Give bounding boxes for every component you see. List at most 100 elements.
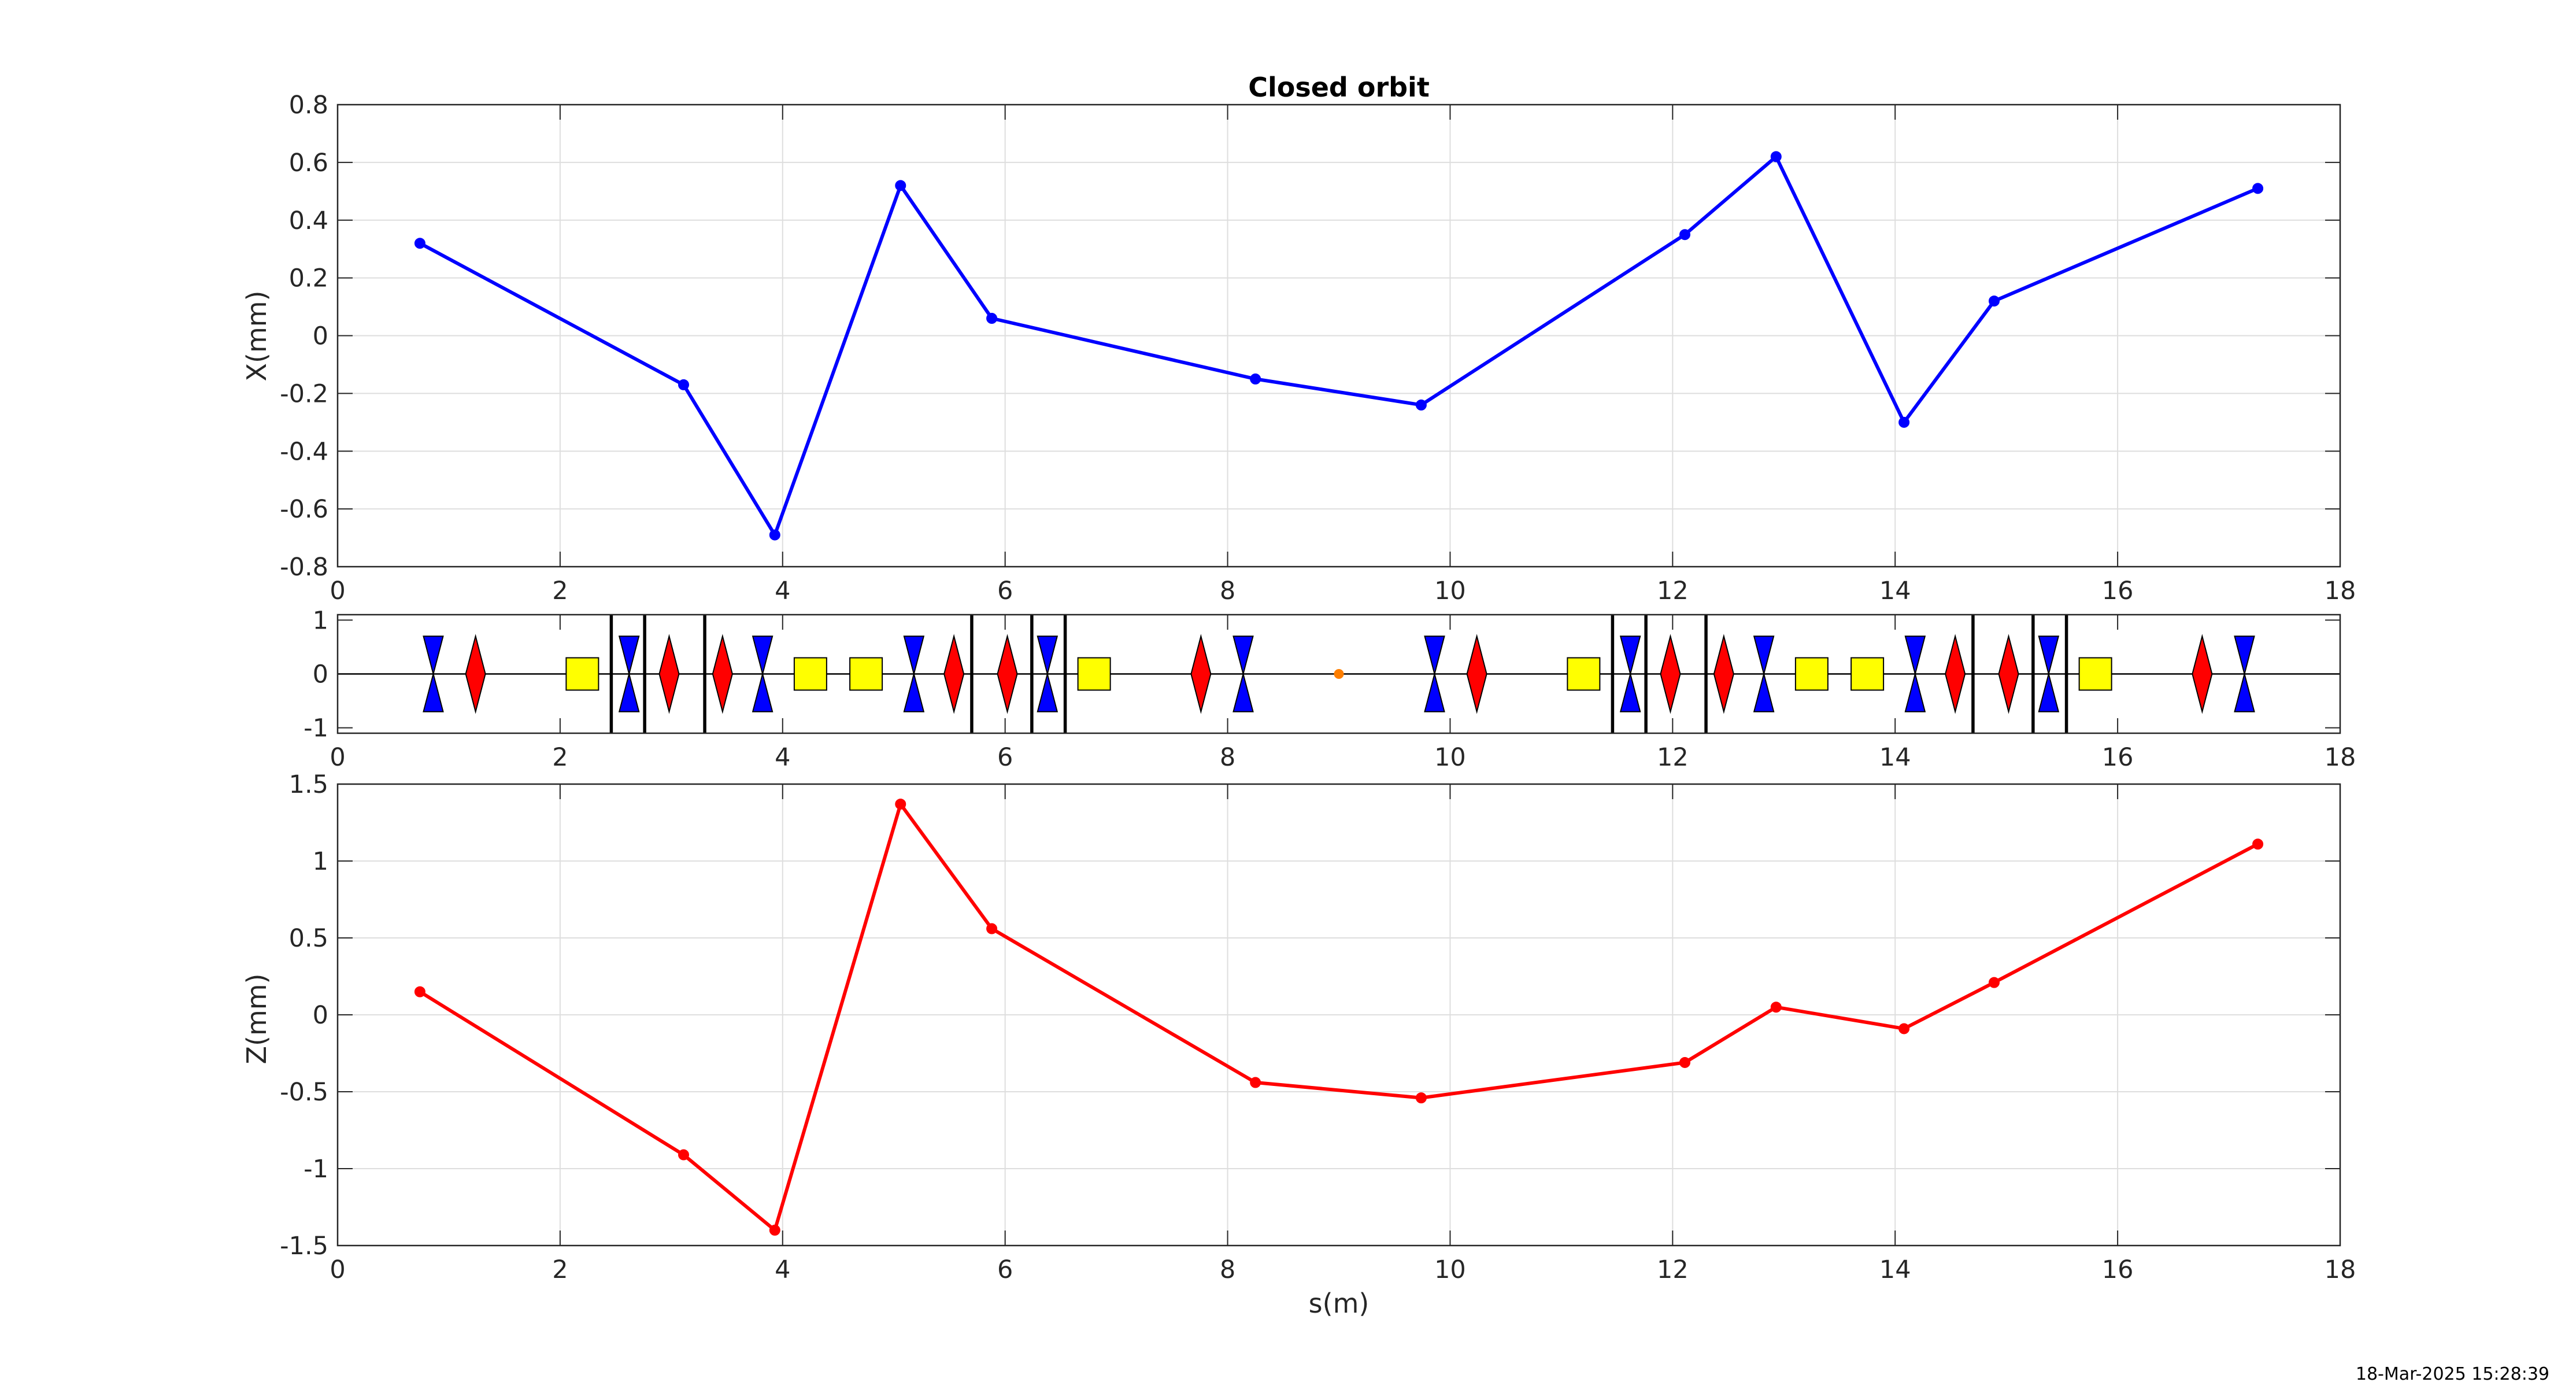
lattice-axes-box xyxy=(336,614,2341,734)
x-orbit-x-tick-label: 14 xyxy=(1879,577,1911,605)
x-orbit-y-tick-label: 0 xyxy=(313,322,328,351)
focusing-quadrupole xyxy=(712,634,733,714)
sextupole xyxy=(1077,657,1111,691)
z-orbit-data-point xyxy=(414,986,425,997)
defocusing-quadrupole xyxy=(618,635,640,712)
x-orbit-y-tick-label: 0.2 xyxy=(289,264,328,293)
x-orbit-series-line xyxy=(419,154,2259,537)
x-orbit-data-point xyxy=(1988,295,2000,307)
lattice-x-tick-label: 14 xyxy=(1879,743,1911,772)
sextupole xyxy=(2078,657,2112,691)
x-orbit-data-point xyxy=(2252,183,2264,194)
defocusing-quadrupole xyxy=(1037,635,1058,712)
z-orbit-y-tick-label: 0.5 xyxy=(289,924,328,953)
sextupole xyxy=(849,657,883,691)
lattice-y-tick-label: -1 xyxy=(304,714,328,743)
x-orbit-data-point xyxy=(1415,399,1427,411)
z-orbit-data-point xyxy=(1415,1092,1427,1104)
lattice-x-tick-label: 0 xyxy=(330,743,345,772)
z-orbit-data-point xyxy=(678,1149,690,1161)
z-orbit-x-tick-label: 10 xyxy=(1434,1255,1466,1284)
z-orbit-axes-box xyxy=(336,783,2341,1247)
z-orbit-x-tick-label: 4 xyxy=(775,1255,790,1284)
focusing-quadrupole xyxy=(1998,634,2019,714)
z-orbit-data-point xyxy=(986,923,998,934)
lattice-x-tick-label: 2 xyxy=(552,743,568,772)
focusing-quadrupole xyxy=(943,634,965,714)
x-orbit-data-point xyxy=(1679,229,1691,241)
focusing-quadrupole xyxy=(465,634,486,714)
sextupole xyxy=(1794,657,1829,691)
z-orbit-axes: 0 2 4 6 8 10 12 14 16 18 -1.5 -1 -0.5 0 0.5 1 1.5 xyxy=(280,770,2356,1284)
focusing-quadrupole xyxy=(1466,634,1487,714)
x-orbit-x-tick-label: 12 xyxy=(1657,577,1689,605)
sextupole xyxy=(565,657,599,691)
beam-position-monitor xyxy=(1334,669,1344,679)
x-orbit-x-tick-label: 10 xyxy=(1434,577,1466,605)
z-orbit-y-tick-label: 1.5 xyxy=(289,770,328,799)
z-orbit-data-point xyxy=(1988,977,2000,988)
x-orbit-y-axis-label: X(mm) xyxy=(241,290,272,381)
x-orbit-x-tick-label: 8 xyxy=(1220,577,1235,605)
defocusing-quadrupole xyxy=(752,635,773,712)
defocusing-quadrupole xyxy=(1233,635,1254,712)
defocusing-quadrupole xyxy=(903,635,925,712)
defocusing-quadrupole xyxy=(1904,635,1926,712)
z-orbit-series-line xyxy=(419,802,2259,1232)
x-orbit-x-tick-label: 6 xyxy=(997,577,1013,605)
lattice-x-tick-label: 16 xyxy=(2102,743,2134,772)
lattice-y-tick-label: 1 xyxy=(313,606,328,635)
focusing-quadrupole xyxy=(1945,634,1966,714)
lattice-x-tick-label: 8 xyxy=(1220,743,1235,772)
x-orbit-data-point xyxy=(1250,373,1261,385)
sextupole xyxy=(1850,657,1885,691)
defocusing-quadrupole xyxy=(1424,635,1445,712)
x-orbit-data-point xyxy=(678,379,690,390)
x-orbit-x-tick-label: 16 xyxy=(2102,577,2134,605)
z-orbit-y-tick-label: -1.5 xyxy=(280,1232,328,1261)
x-orbit-data-point xyxy=(769,529,780,541)
z-orbit-data-point xyxy=(2252,838,2264,850)
x-orbit-y-tick-label: 0.4 xyxy=(289,206,328,235)
lattice-plot: 0 2 4 6 8 10 12 14 16 18-101 xyxy=(304,606,2356,772)
z-orbit-y-axis-label: Z(mm) xyxy=(241,973,272,1064)
lattice-x-tick-label: 6 xyxy=(997,743,1013,772)
focusing-quadrupole xyxy=(1713,634,1734,714)
z-orbit-x-tick-label: 0 xyxy=(330,1255,345,1284)
z-orbit-x-tick-label: 16 xyxy=(2102,1255,2134,1284)
defocusing-quadrupole xyxy=(1753,635,1775,712)
lattice-x-tick-label: 10 xyxy=(1434,743,1466,772)
z-orbit-data-point xyxy=(769,1224,780,1236)
timestamp: 18-Mar-2025 15:28:39 xyxy=(2356,1364,2549,1384)
x-orbit-x-tick-label: 0 xyxy=(330,577,345,605)
z-orbit-data-point xyxy=(1770,1002,1782,1013)
x-orbit-data-point xyxy=(895,180,906,191)
x-orbit-x-tick-label: 4 xyxy=(775,577,790,605)
x-orbit-y-tick-label: 0.6 xyxy=(289,149,328,178)
sextupole xyxy=(1567,657,1601,691)
lattice-y-tick-label: 0 xyxy=(313,660,328,689)
focusing-quadrupole xyxy=(1660,634,1681,714)
x-orbit-x-tick-label: 18 xyxy=(2325,577,2356,605)
x-orbit-axes-box xyxy=(336,104,2341,568)
z-orbit-data-point xyxy=(1679,1056,1691,1068)
z-orbit-y-tick-label: 0 xyxy=(313,1001,328,1030)
x-orbit-y-tick-label: -0.8 xyxy=(280,553,328,582)
z-orbit-x-axis-label: s(m) xyxy=(1309,1288,1370,1319)
x-orbit-data-point xyxy=(986,313,998,324)
lattice-x-tick-label: 18 xyxy=(2325,743,2356,772)
defocusing-quadrupole xyxy=(423,635,444,712)
z-orbit-x-tick-label: 18 xyxy=(2325,1255,2356,1284)
z-orbit-data-point xyxy=(1250,1077,1261,1088)
focusing-quadrupole xyxy=(1190,634,1212,714)
defocusing-quadrupole xyxy=(2234,635,2255,712)
z-orbit-y-tick-label: -1 xyxy=(304,1155,328,1184)
x-orbit-data-point xyxy=(414,238,425,249)
lattice-axes: 0 2 4 6 8 10 12 14 16 18-101 xyxy=(304,606,2356,772)
x-orbit-plot: Closed orbit X(mm) 0 2 4 6 8 10 12 14 16 18 -0.8 -0… xyxy=(241,72,2356,605)
z-orbit-x-tick-label: 12 xyxy=(1657,1255,1689,1284)
x-orbit-y-tick-label: 0.8 xyxy=(289,91,328,120)
z-orbit-y-tick-label: -0.5 xyxy=(280,1078,328,1107)
lattice-x-tick-label: 12 xyxy=(1657,743,1689,772)
